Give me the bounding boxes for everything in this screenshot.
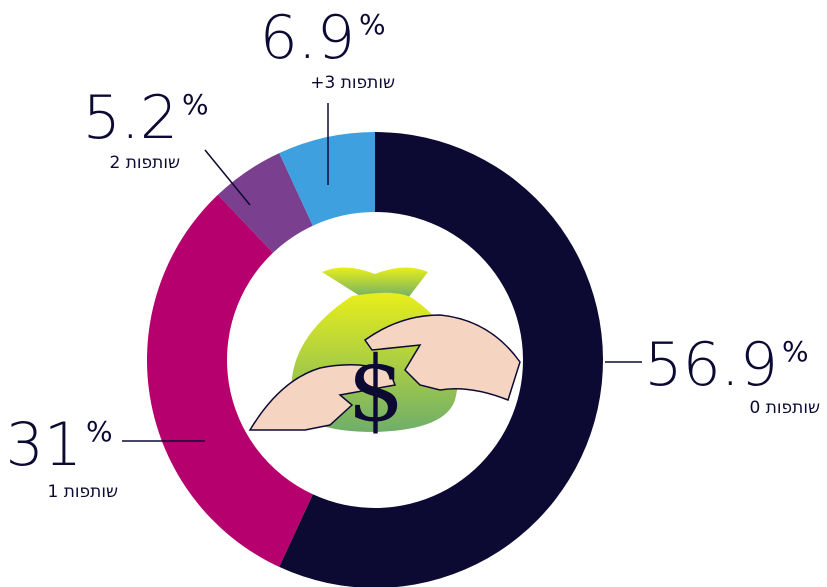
value-label: 6.9: [260, 3, 355, 73]
category-label: +3 שותפות: [310, 73, 395, 93]
money-bag-icon: $: [248, 267, 521, 442]
value-unit: %: [359, 8, 386, 41]
donut-segment: [217, 153, 313, 253]
donut-segment: [279, 132, 375, 226]
leader-line: [204, 149, 251, 206]
donut: [146, 132, 603, 587]
value-label: 5.2: [83, 83, 178, 153]
value-label: 31: [6, 410, 82, 480]
donut-segment: [146, 194, 313, 567]
donut-segment: [279, 132, 603, 587]
value-label: 56.9: [644, 330, 778, 400]
icon-symbol: $: [347, 337, 404, 442]
value-unit: %: [86, 415, 113, 448]
value-unit: %: [782, 335, 809, 368]
category-label: 1 שותפות: [47, 482, 118, 502]
category-label: 0 שותפות: [749, 398, 820, 418]
value-unit: %: [182, 88, 209, 121]
category-label: 2 שותפות: [109, 153, 180, 173]
